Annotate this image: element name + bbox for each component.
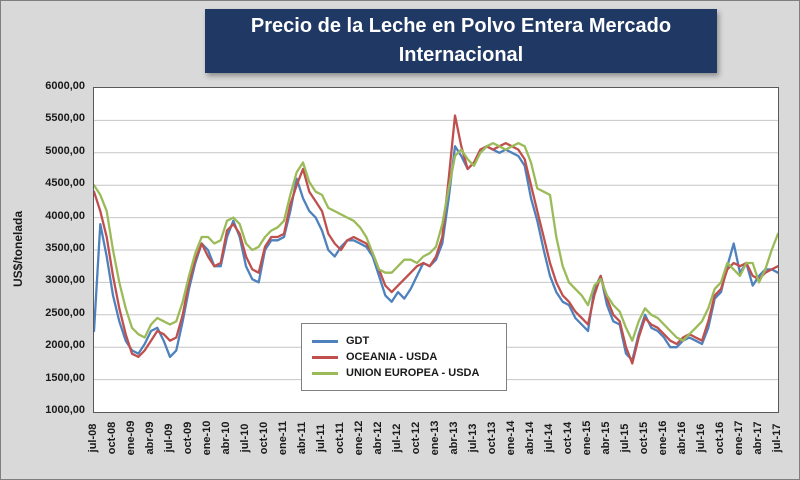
- x-tick-label: abr-10: [220, 421, 232, 455]
- y-tick-label: 5500,00: [45, 112, 85, 125]
- x-tick-label: jul-10: [239, 423, 251, 453]
- legend: GDT OCEANIA - USDA UNION EUROPEA - USDA: [301, 323, 507, 391]
- oceania-line-swatch: [312, 355, 338, 359]
- x-tick-label: jul-08: [87, 423, 99, 453]
- chart-title: Precio de la Leche en Polvo Entera Merca…: [205, 9, 717, 73]
- x-tick-label: ene-11: [277, 420, 289, 456]
- chart-title-text: Precio de la Leche en Polvo Entera Merca…: [250, 15, 672, 66]
- x-tick-label: jul-17: [771, 423, 783, 453]
- plot-svg: [94, 114, 778, 381]
- x-tick-label: jul-14: [543, 423, 555, 453]
- x-tick-label: jul-16: [695, 423, 707, 453]
- x-tick-label: abr-12: [372, 421, 384, 455]
- y-tick-label: 2000,00: [45, 339, 85, 352]
- x-tick-label: oct-13: [486, 421, 498, 455]
- y-tick-label: 1000,00: [45, 404, 85, 416]
- x-tick-label: abr-14: [524, 421, 536, 455]
- x-tick-label: abr-11: [296, 421, 308, 455]
- x-tick-label: abr-16: [676, 421, 688, 455]
- x-tick-label: ene-13: [429, 420, 441, 456]
- legend-label-oceania: OCEANIA - USDA: [346, 351, 438, 363]
- x-tick-label: oct-12: [410, 421, 422, 455]
- y-tick-label: 5000,00: [45, 144, 85, 157]
- x-tick-label: ene-12: [353, 420, 365, 456]
- y-tick-label: 4500,00: [45, 177, 85, 190]
- x-tick-label: jul-15: [619, 423, 631, 453]
- legend-label-gdt: GDT: [346, 335, 370, 347]
- y-tick-label: 1500,00: [45, 371, 85, 384]
- x-tick-label: jul-13: [467, 423, 479, 453]
- series-line-union-europea-usda: [94, 141, 778, 342]
- series-line-gdt: [94, 145, 778, 362]
- x-tick-label: ene-14: [505, 420, 517, 456]
- series-line-oceania-usda: [94, 114, 778, 365]
- x-tick-label: abr-15: [600, 421, 612, 455]
- y-tick-label: 4000,00: [45, 209, 85, 222]
- y-tick-label: 2500,00: [45, 306, 85, 319]
- gdt-line-swatch: [312, 339, 338, 343]
- legend-item-union-europea: UNION EUROPEA - USDA: [312, 367, 496, 379]
- x-tick-label: ene-17: [733, 420, 745, 456]
- x-tick-label: ene-15: [581, 420, 593, 456]
- x-tick-label: oct-08: [106, 421, 118, 455]
- legend-item-oceania: OCEANIA - USDA: [312, 351, 496, 363]
- x-tick-label: ene-09: [125, 420, 137, 456]
- x-tick-label: jul-11: [315, 423, 327, 453]
- x-tick-label: oct-15: [638, 421, 650, 455]
- y-tick-label: 6000,00: [45, 80, 85, 92]
- x-tick-label: abr-17: [752, 421, 764, 455]
- x-tick-label: jul-09: [163, 423, 175, 453]
- x-tick-label: oct-10: [258, 421, 270, 455]
- y-tick-label: 3000,00: [45, 274, 85, 287]
- x-tick-label: oct-16: [714, 421, 726, 455]
- x-tick-label: oct-11: [334, 422, 346, 454]
- legend-label-union-europea: UNION EUROPEA - USDA: [346, 367, 480, 379]
- legend-item-gdt: GDT: [312, 335, 496, 347]
- x-tick-label: ene-16: [657, 420, 669, 456]
- x-tick-label: abr-09: [144, 421, 156, 455]
- y-tick-label: 3500,00: [45, 242, 85, 254]
- x-tick-label: oct-14: [562, 421, 574, 455]
- x-tick-label: abr-13: [448, 421, 460, 455]
- x-tick-label: jul-12: [391, 423, 403, 453]
- union-europea-line-swatch: [312, 371, 338, 375]
- x-tick-label: oct-09: [182, 421, 194, 455]
- x-tick-label: ene-10: [201, 420, 213, 456]
